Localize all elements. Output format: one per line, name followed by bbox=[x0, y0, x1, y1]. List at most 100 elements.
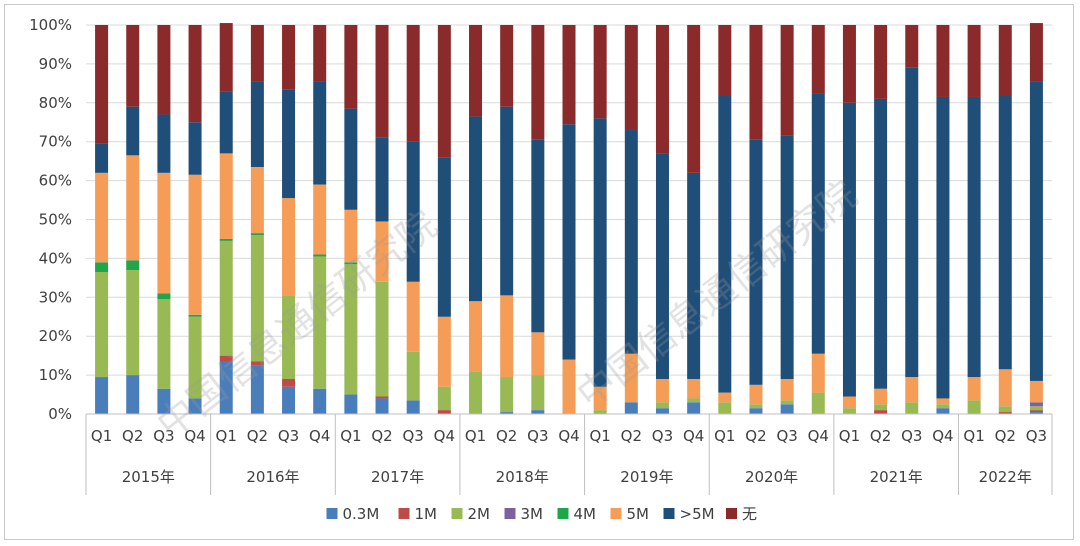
bar-segment bbox=[780, 400, 794, 405]
legend-label: 0.3M bbox=[343, 505, 380, 523]
x-tick-label: Q2 bbox=[122, 427, 143, 445]
legend-swatch bbox=[557, 508, 569, 519]
bar-segment bbox=[593, 386, 607, 411]
x-tick-label: Q1 bbox=[216, 427, 237, 445]
bar-segment bbox=[344, 394, 358, 414]
bar-segment bbox=[842, 408, 856, 414]
bar-segment bbox=[967, 96, 981, 378]
bar-segment bbox=[531, 375, 545, 411]
bar-segment bbox=[1029, 402, 1043, 407]
legend-swatch bbox=[326, 508, 338, 519]
bar-segment bbox=[936, 398, 950, 405]
bar-segment bbox=[593, 118, 607, 387]
bar-segment bbox=[282, 378, 296, 387]
x-tick-label: Q1 bbox=[340, 427, 361, 445]
bar-segment bbox=[95, 377, 109, 414]
bar-segment bbox=[313, 254, 327, 257]
bar-segment bbox=[780, 404, 794, 414]
bar-segment bbox=[126, 375, 140, 414]
bar-segment bbox=[998, 25, 1012, 96]
legend-swatch bbox=[726, 508, 737, 519]
legend-swatch bbox=[663, 508, 675, 519]
bar-segment bbox=[406, 141, 420, 282]
bar-segment bbox=[998, 406, 1012, 413]
bar-segment bbox=[437, 157, 451, 317]
x-tick-label: Q2 bbox=[371, 427, 392, 445]
bar-segment bbox=[1029, 23, 1043, 82]
y-tick-label: 80% bbox=[39, 94, 72, 112]
bar-segment bbox=[188, 25, 202, 123]
bar-segment bbox=[126, 270, 140, 376]
bar-segment bbox=[437, 25, 451, 158]
bar-segment bbox=[250, 365, 264, 415]
y-tick-label: 70% bbox=[39, 133, 72, 151]
bar-segment bbox=[313, 81, 327, 185]
x-tick-label: Q3 bbox=[652, 427, 673, 445]
bar-segment bbox=[500, 295, 514, 378]
bar-segment bbox=[344, 108, 358, 210]
x-tick-label: Q1 bbox=[589, 427, 610, 445]
bar-segment bbox=[157, 172, 171, 294]
y-tick-label: 20% bbox=[39, 327, 72, 345]
bar-segment bbox=[219, 240, 233, 356]
bar-segment bbox=[811, 25, 825, 94]
bar-segment bbox=[531, 25, 545, 140]
bar-segment bbox=[282, 295, 296, 379]
bar-segment bbox=[282, 25, 296, 90]
bar-segment bbox=[500, 106, 514, 296]
bar-segment bbox=[624, 402, 638, 414]
legend-swatch bbox=[504, 508, 516, 519]
bar-segment bbox=[437, 316, 451, 387]
bar-segment bbox=[718, 392, 732, 403]
bar-segment bbox=[375, 137, 389, 222]
bar-segment bbox=[95, 262, 109, 273]
bar-segment bbox=[687, 378, 701, 399]
x-tick-label: Q2 bbox=[621, 427, 642, 445]
bar-segment bbox=[282, 198, 296, 296]
bar-segment bbox=[500, 377, 514, 413]
legend-swatch bbox=[451, 508, 463, 519]
y-tick-label: 50% bbox=[39, 211, 72, 229]
bar-segment bbox=[95, 143, 109, 173]
legend-label: 无 bbox=[742, 505, 757, 523]
bar-segment bbox=[344, 209, 358, 263]
bar-segment bbox=[126, 106, 140, 156]
chart-frame: 0% 10% 20% 30% 40% 50% 60% 70% 80% 90% 100% Q1 Q2 Q3… bbox=[4, 4, 1074, 540]
bar-segment bbox=[967, 400, 981, 414]
bar-segment bbox=[437, 386, 451, 411]
bar-segment bbox=[437, 410, 451, 414]
x-tick-label: Q1 bbox=[963, 427, 984, 445]
x-tick-label: Q3 bbox=[1026, 427, 1047, 445]
legend-swatch bbox=[610, 508, 622, 519]
bar-segment bbox=[749, 139, 763, 385]
bar-segment bbox=[749, 25, 763, 140]
bar-segment bbox=[531, 332, 545, 376]
year-label: 2018年 bbox=[496, 468, 549, 486]
bar-segment bbox=[157, 25, 171, 115]
bar-segment bbox=[157, 388, 171, 414]
x-tick-label: Q3 bbox=[901, 427, 922, 445]
bar-segment bbox=[874, 404, 888, 411]
bar-segment bbox=[219, 238, 233, 241]
bar-segment bbox=[531, 139, 545, 333]
x-tick-label: Q4 bbox=[683, 427, 704, 445]
bar-segment bbox=[749, 404, 763, 409]
stacked-bar-chart: 0% 10% 20% 30% 40% 50% 60% 70% 80% 90% 100% Q1 Q2 Q3… bbox=[29, 16, 1053, 523]
legend-swatch bbox=[398, 508, 410, 519]
x-tick-label: Q2 bbox=[745, 427, 766, 445]
bar-segment bbox=[874, 25, 888, 99]
bar-segment bbox=[624, 130, 638, 354]
bar-segment bbox=[905, 25, 919, 68]
x-tick-label: Q2 bbox=[496, 427, 517, 445]
bar-segment bbox=[406, 25, 420, 142]
year-label: 2019年 bbox=[620, 468, 673, 486]
bar-segment bbox=[687, 402, 701, 414]
bar-segment bbox=[469, 301, 483, 372]
bar-segment bbox=[874, 388, 888, 405]
x-axis: Q1 Q2 Q3 Q4 Q1 Q2 Q3 Q4 Q1 Q2 Q3 Q4 Q1 Q2 Q3 Q4 Q1 Q2 Q3 Q4… bbox=[85, 413, 1053, 495]
bar-segment bbox=[655, 153, 669, 379]
bar-segment bbox=[655, 402, 669, 409]
bar-segment bbox=[749, 408, 763, 414]
bar-segment bbox=[811, 392, 825, 414]
bar-segment bbox=[469, 25, 483, 117]
